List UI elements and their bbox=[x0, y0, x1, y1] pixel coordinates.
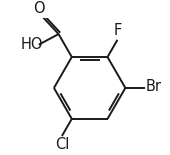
Text: Cl: Cl bbox=[55, 137, 70, 152]
Text: F: F bbox=[113, 23, 122, 38]
Text: O: O bbox=[33, 1, 45, 16]
Text: HO: HO bbox=[21, 37, 43, 52]
Text: Br: Br bbox=[146, 79, 162, 94]
